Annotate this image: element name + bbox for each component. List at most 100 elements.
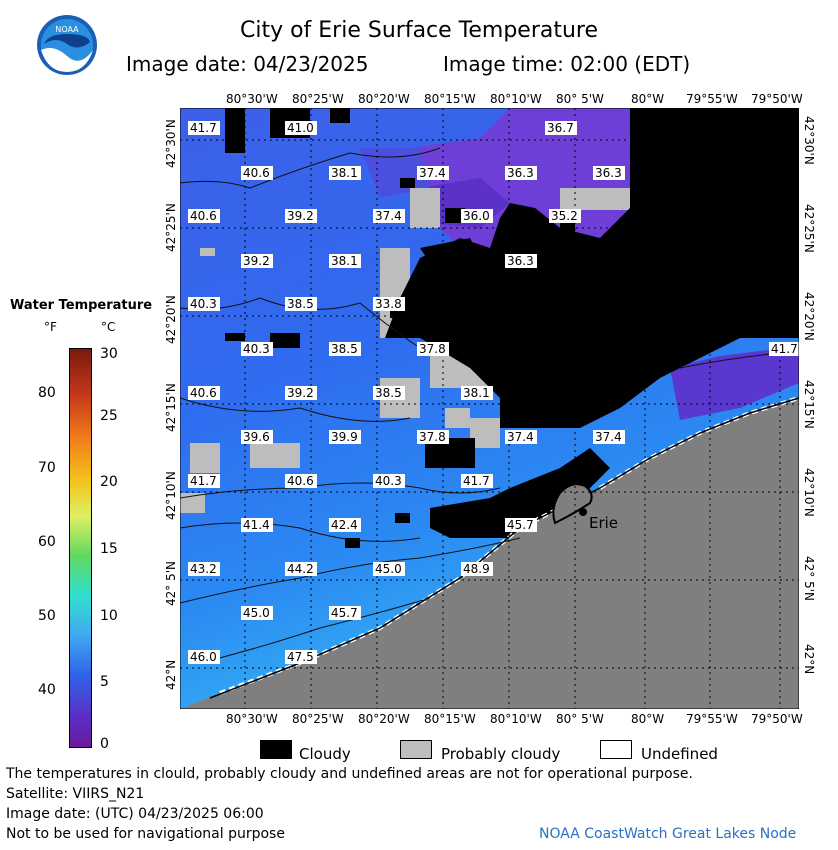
temperature-label: 39.2 — [285, 209, 317, 223]
temperature-label: 38.1 — [329, 166, 361, 180]
temperature-label: 45.0 — [241, 606, 273, 620]
temperature-label: 35.2 — [549, 209, 581, 223]
footer-image-date: Image date: (UTC) 04/23/2025 06:00 — [6, 806, 264, 822]
east-cold-water — [670, 346, 799, 420]
temperature-labels: 41.7 41.0 36.7 40.6 38.1 37.4 36.3 36.3 40.6 39.2… — [188, 121, 799, 664]
temperature-label: 48.9 — [461, 562, 493, 576]
lat-left-label: 42°30'N — [164, 119, 178, 168]
temperature-label: 37.8 — [417, 430, 449, 444]
temperature-value: 37.8 — [419, 430, 446, 444]
colorbar-c-label: 15 — [100, 541, 118, 557]
logo-text: NOAA — [55, 25, 79, 34]
temperature-value: 44.2 — [287, 562, 314, 576]
lat-right-label: 42°20'N — [802, 292, 816, 341]
temperature-label: 40.6 — [188, 386, 220, 400]
temperature-value: 38.1 — [463, 386, 490, 400]
lat-left-label: 42°25'N — [164, 203, 178, 252]
footer-navigation-note: Not to be used for navigational purpose — [6, 826, 285, 842]
temperature-label: 36.0 — [461, 209, 493, 223]
lat-left-label: 42°15'N — [164, 383, 178, 432]
lat-left-label: 42°10'N — [164, 471, 178, 520]
temperature-value: 41.7 — [771, 342, 798, 356]
temperature-map: Erie 41.7 41.0 36.7 40.6 38.1 37.4 36.3 36.3 40.… — [180, 108, 799, 709]
temperature-label: 36.7 — [545, 121, 577, 135]
lon-bottom-label: 80°25'W — [292, 712, 344, 726]
lon-bottom-label: 80°20'W — [358, 712, 410, 726]
temperature-label: 40.6 — [241, 166, 273, 180]
temperature-label: 40.3 — [373, 474, 405, 488]
temperature-value: 36.3 — [595, 166, 622, 180]
temperature-label: 45.0 — [373, 562, 405, 576]
lon-top-label: 80°20'W — [358, 92, 410, 106]
temperature-label: 41.4 — [241, 518, 273, 532]
colorbar-c-label: 10 — [100, 608, 118, 624]
footer-credit: NOAA CoastWatch Great Lakes Node — [539, 826, 797, 842]
temperature-value: 35.2 — [551, 209, 578, 223]
lat-right-label: 42°N — [802, 644, 816, 675]
erie-label: Erie — [589, 514, 618, 532]
temperature-value: 41.7 — [190, 474, 217, 488]
temperature-value: 40.6 — [243, 166, 270, 180]
temperature-value: 36.0 — [463, 209, 490, 223]
temperature-value: 41.7 — [463, 474, 490, 488]
lat-right-label: 42°30'N — [802, 116, 816, 165]
temperature-value: 46.0 — [190, 650, 217, 664]
temperature-value: 41.4 — [243, 518, 270, 532]
colorbar-f-label: 80 — [38, 385, 56, 401]
temperature-value: 38.5 — [331, 342, 358, 356]
temperature-label: 41.7 — [188, 121, 220, 135]
temperature-label: 43.2 — [188, 562, 220, 576]
lat-left-label: 42°N — [164, 659, 178, 690]
temperature-value: 40.6 — [190, 386, 217, 400]
colorbar-c-label: 0 — [100, 736, 109, 752]
temperature-label: 36.3 — [505, 254, 537, 268]
temperature-label: 40.6 — [188, 209, 220, 223]
lon-top-label: 80° 5'W — [556, 92, 604, 106]
temperature-label: 37.4 — [593, 430, 625, 444]
colorbar — [69, 348, 92, 748]
temperature-label: 37.4 — [505, 430, 537, 444]
page-title: City of Erie Surface Temperature — [239, 18, 599, 43]
lat-right-label: 42° 5'N — [802, 556, 816, 601]
temperature-label: 36.3 — [505, 166, 537, 180]
footer-disclaimer: The temperatures in clould, probably clo… — [6, 766, 693, 782]
lon-top-label: 79°50'W — [751, 92, 803, 106]
temperature-label: 39.2 — [285, 386, 317, 400]
temperature-label: 41.0 — [285, 121, 317, 135]
temperature-label: 39.2 — [241, 254, 273, 268]
lon-bottom-label: 80°10'W — [490, 712, 542, 726]
lon-top-label: 80°10'W — [490, 92, 542, 106]
temperature-value: 45.0 — [375, 562, 402, 576]
lon-top-label: 80°W — [631, 92, 665, 106]
lon-bottom-label: 80°30'W — [226, 712, 278, 726]
temperature-label: 47.5 — [285, 650, 317, 664]
temperature-label: 38.5 — [329, 342, 361, 356]
temperature-value: 48.9 — [463, 562, 490, 576]
footer-satellite: Satellite: VIIRS_N21 — [6, 786, 145, 802]
temperature-label: 46.0 — [188, 650, 220, 664]
temperature-value: 45.7 — [331, 606, 358, 620]
temperature-label: 38.5 — [373, 386, 405, 400]
temperature-label: 41.7 — [188, 474, 220, 488]
temperature-value: 39.9 — [331, 430, 358, 444]
lat-right-label: 42°10'N — [802, 468, 816, 517]
lat-right-label: 42°15'N — [802, 380, 816, 429]
temperature-label: 45.7 — [505, 518, 537, 532]
temperature-value: 45.7 — [507, 518, 534, 532]
colorbar-unit-f: °F — [44, 320, 57, 334]
temperature-value: 41.0 — [287, 121, 314, 135]
temperature-label: 38.1 — [461, 386, 493, 400]
temperature-value: 42.4 — [331, 518, 358, 532]
lon-top-label: 80°25'W — [292, 92, 344, 106]
temperature-value: 40.3 — [375, 474, 402, 488]
legend-probably-cloudy-label: Probably cloudy — [441, 745, 561, 763]
legend-undefined-swatch — [600, 740, 632, 759]
temperature-value: 37.4 — [595, 430, 622, 444]
graticule — [180, 108, 799, 709]
temperature-value: 39.2 — [243, 254, 270, 268]
colorbar-unit-c: °C — [101, 320, 116, 334]
temperature-value: 47.5 — [287, 650, 314, 664]
lat-left-label: 42° 5'N — [164, 561, 178, 606]
temperature-value: 37.4 — [419, 166, 446, 180]
temperature-value: 41.7 — [190, 121, 217, 135]
